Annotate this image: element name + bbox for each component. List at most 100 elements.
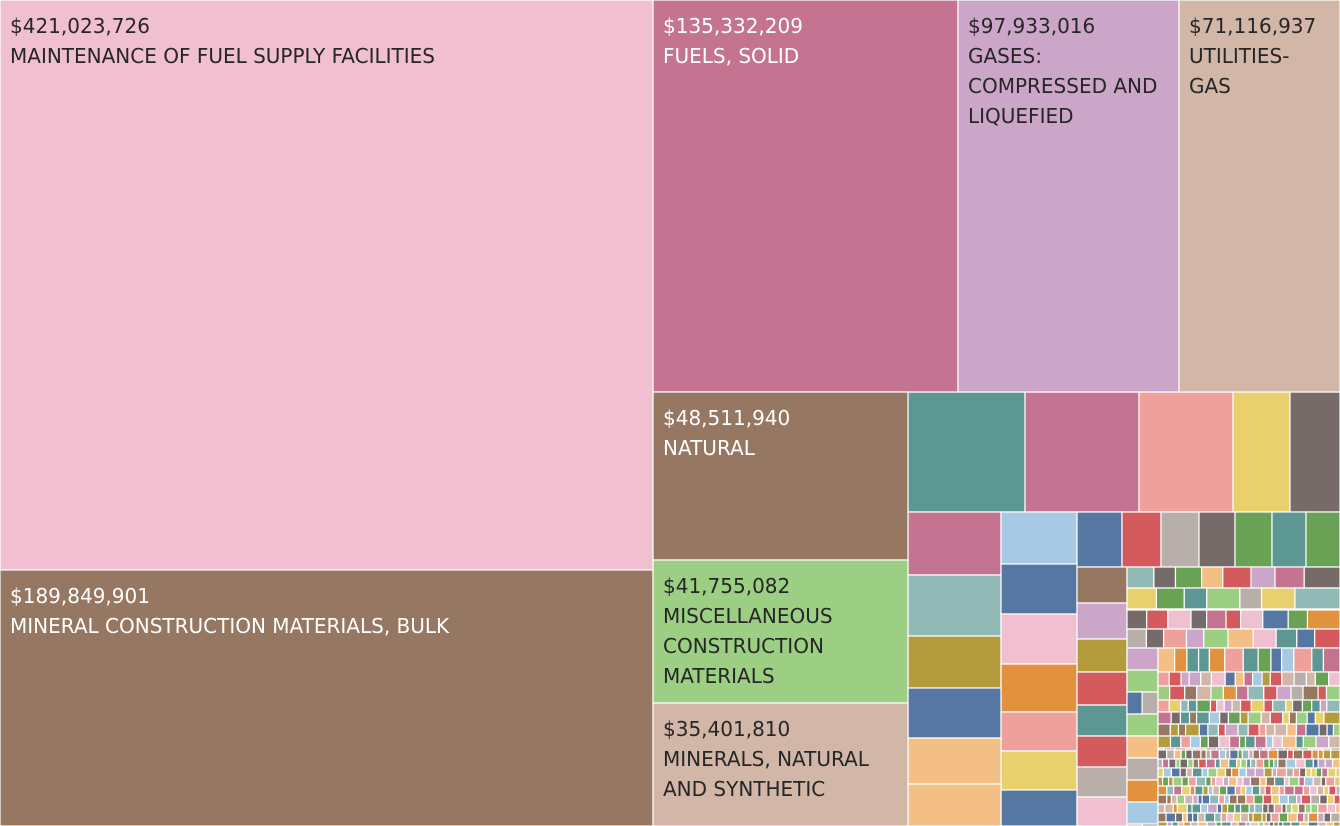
treemap-tile-tiny[interactable] <box>1126 691 1143 715</box>
treemap-tile-tiny[interactable] <box>1311 749 1319 760</box>
treemap-tile-small[interactable] <box>1121 511 1162 568</box>
treemap-tile-tiny[interactable] <box>1185 628 1205 649</box>
treemap-tile-small[interactable] <box>1160 511 1200 568</box>
treemap-tile-tiny[interactable] <box>1299 821 1309 826</box>
treemap-tile-tiny[interactable] <box>1192 758 1200 769</box>
treemap-tile-tiny[interactable] <box>1126 628 1148 649</box>
treemap-tile-tiny[interactable] <box>1234 785 1242 796</box>
treemap-tile-tiny[interactable] <box>1188 711 1198 725</box>
treemap-tile-tiny[interactable] <box>1326 723 1335 737</box>
treemap-tile-tiny[interactable] <box>1164 803 1174 814</box>
treemap-tile-tiny[interactable] <box>1261 812 1267 823</box>
treemap-tile-tiny[interactable] <box>1196 699 1212 713</box>
treemap-tile-tiny[interactable] <box>1265 723 1276 737</box>
treemap-tile-tiny[interactable] <box>1199 735 1209 749</box>
treemap-tile-tiny[interactable] <box>1180 699 1189 713</box>
treemap-tile-small[interactable] <box>907 783 1002 826</box>
treemap-tile-tiny[interactable] <box>1258 749 1269 760</box>
treemap-tile-tiny[interactable] <box>1215 776 1225 787</box>
treemap-tile-tiny[interactable] <box>1205 776 1212 787</box>
treemap-tile-small[interactable] <box>1076 566 1128 604</box>
treemap-tile-tiny[interactable] <box>1312 758 1319 769</box>
treemap-tile-tiny[interactable] <box>1312 776 1322 787</box>
treemap-tile-natural[interactable] <box>652 391 909 561</box>
treemap-tile-tiny[interactable] <box>1280 647 1295 673</box>
treemap-tile-tiny[interactable] <box>1304 758 1314 769</box>
treemap-tile-tiny[interactable] <box>1157 803 1166 814</box>
treemap-tile-tiny[interactable] <box>1274 566 1305 589</box>
treemap-tile-tiny[interactable] <box>1317 821 1327 826</box>
treemap-tile-tiny[interactable] <box>1194 785 1204 796</box>
treemap-tile-tiny[interactable] <box>1242 647 1259 673</box>
treemap-tile-tiny[interactable] <box>1171 821 1179 826</box>
treemap-tile-tiny[interactable] <box>1298 776 1306 787</box>
treemap-tile-tiny[interactable] <box>1195 776 1207 787</box>
treemap-tile-tiny[interactable] <box>1145 628 1165 649</box>
treemap-tile-tiny[interactable] <box>1216 803 1223 814</box>
treemap-tile-tiny[interactable] <box>1185 749 1193 760</box>
treemap-tile-tiny[interactable] <box>1184 794 1194 805</box>
treemap-tile-tiny[interactable] <box>1197 794 1203 805</box>
treemap-tile-tiny[interactable] <box>1206 609 1227 630</box>
treemap-tile-tiny[interactable] <box>1224 723 1239 737</box>
treemap-tile-tiny[interactable] <box>1228 735 1241 749</box>
treemap-tile-tiny[interactable] <box>1218 735 1231 749</box>
treemap-tile-tiny[interactable] <box>1296 812 1305 823</box>
treemap-tile-gases-compressed-and-liquefied[interactable] <box>957 0 1180 393</box>
treemap-tile-tiny[interactable] <box>1205 758 1217 769</box>
treemap-tile-tiny[interactable] <box>1204 812 1216 823</box>
treemap-tile-tiny[interactable] <box>1157 723 1171 737</box>
treemap-tile-tiny[interactable] <box>1210 749 1220 760</box>
treemap-tile-tiny[interactable] <box>1224 671 1236 687</box>
treemap-tile-tiny[interactable] <box>1254 735 1267 749</box>
treemap-tile-tiny[interactable] <box>1325 776 1336 787</box>
treemap-tile-tiny[interactable] <box>1180 671 1190 687</box>
treemap-tile-tiny[interactable] <box>1214 758 1221 769</box>
treemap-tile-tiny[interactable] <box>1271 767 1278 778</box>
treemap-tile-tiny[interactable] <box>1322 647 1340 673</box>
treemap-tile-tiny[interactable] <box>1269 711 1284 725</box>
treemap-tile-tiny[interactable] <box>1314 671 1330 687</box>
treemap-tile-tiny[interactable] <box>1209 794 1220 805</box>
treemap-tile-tiny[interactable] <box>1200 803 1209 814</box>
treemap-tile-tiny[interactable] <box>1250 758 1257 769</box>
treemap-tile-tiny[interactable] <box>1227 776 1238 787</box>
treemap-tile-small[interactable] <box>1000 789 1078 826</box>
treemap-tile-tiny[interactable] <box>1208 647 1226 673</box>
treemap-tile-tiny[interactable] <box>1317 749 1324 760</box>
treemap-tile-tiny[interactable] <box>1197 758 1207 769</box>
treemap-tile-tiny[interactable] <box>1273 821 1280 826</box>
treemap-tile-tiny[interactable] <box>1224 767 1233 778</box>
treemap-tile-tiny[interactable] <box>1206 587 1241 610</box>
treemap-tile-tiny[interactable] <box>1185 767 1193 778</box>
treemap-tile-tiny[interactable] <box>1288 711 1298 725</box>
treemap-tile-tiny[interactable] <box>1296 794 1302 805</box>
treemap-tile-tiny[interactable] <box>1311 647 1325 673</box>
treemap-tile-tiny[interactable] <box>1314 711 1325 725</box>
treemap-tile-tiny[interactable] <box>1166 749 1175 760</box>
treemap-tile-tiny[interactable] <box>1207 767 1218 778</box>
treemap-tile-tiny[interactable] <box>1157 685 1171 701</box>
treemap-tile-tiny[interactable] <box>1282 821 1292 826</box>
treemap-tile-tiny[interactable] <box>1161 776 1170 787</box>
treemap-tile-tiny[interactable] <box>1258 723 1267 737</box>
treemap-tile-tiny[interactable] <box>1234 803 1242 814</box>
treemap-tile-tiny[interactable] <box>1157 821 1168 826</box>
treemap-tile-tiny[interactable] <box>1228 794 1238 805</box>
treemap-tile-tiny[interactable] <box>1277 758 1287 769</box>
treemap-tile-tiny[interactable] <box>1267 803 1275 814</box>
treemap-tile-tiny[interactable] <box>1243 671 1254 687</box>
treemap-tile-small[interactable] <box>1076 602 1128 640</box>
treemap-tile-tiny[interactable] <box>1324 758 1334 769</box>
treemap-tile-tiny[interactable] <box>1295 723 1307 737</box>
treemap-tile-tiny[interactable] <box>1330 749 1340 760</box>
treemap-tile-small[interactable] <box>1000 563 1078 615</box>
treemap-tile-tiny[interactable] <box>1299 767 1307 778</box>
treemap-tile-tiny[interactable] <box>1286 749 1294 760</box>
treemap-tile-tiny[interactable] <box>1294 587 1340 610</box>
treemap-tile-tiny[interactable] <box>1271 794 1280 805</box>
treemap-tile-tiny[interactable] <box>1306 711 1316 725</box>
treemap-tile-small[interactable] <box>1076 735 1128 768</box>
treemap-tile-tiny[interactable] <box>1162 767 1173 778</box>
treemap-tile-tiny[interactable] <box>1218 749 1227 760</box>
